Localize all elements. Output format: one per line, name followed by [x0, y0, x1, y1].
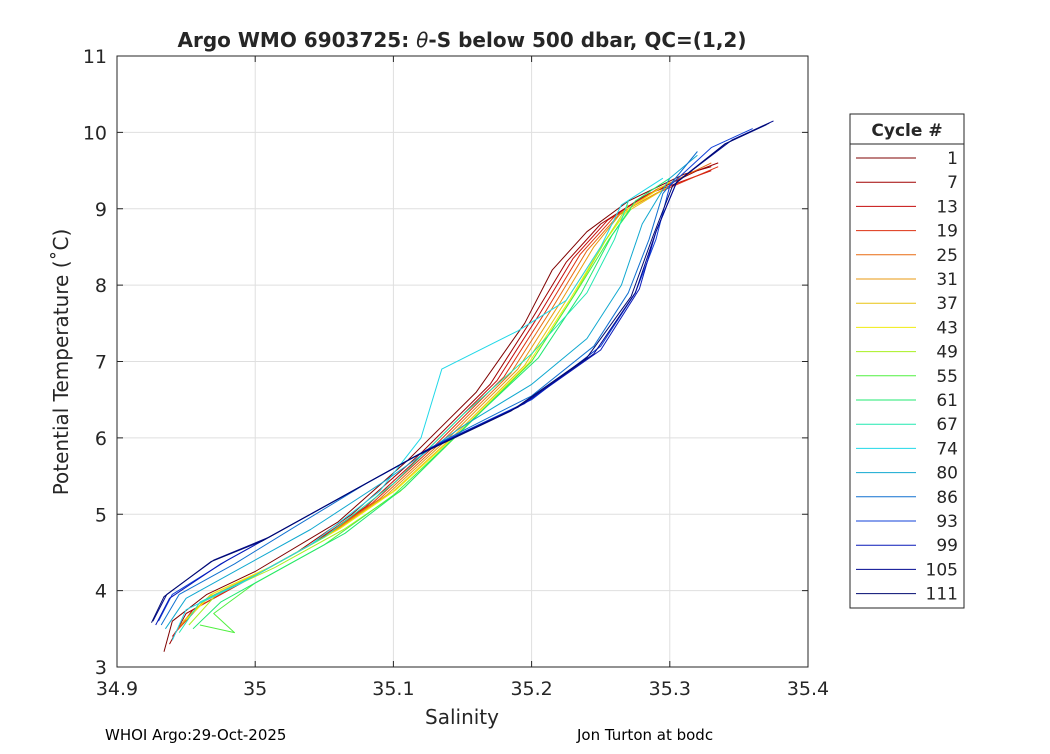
legend: Cycle # 1 7 13 19 25 31 37 43 49 55 61 67 74 80 86 93 99… [849, 113, 965, 609]
legend-entry-label: 67 [936, 415, 958, 435]
legend-entry-label: 43 [936, 318, 958, 338]
legend-entry-label: 80 [936, 464, 958, 484]
legend-entry-label: 74 [936, 439, 958, 459]
y-tick-label: 4 [95, 581, 107, 603]
title-prefix: Argo WMO 6903725: [178, 28, 417, 52]
legend-entry-label: 55 [936, 367, 958, 387]
legend-entry-label: 25 [936, 246, 958, 266]
y-axis-label: Potential Temperature (˚C) [49, 229, 73, 496]
x-tick-label: 35.3 [649, 678, 691, 700]
title-theta: θ [416, 28, 428, 52]
y-tick-label: 11 [83, 46, 107, 68]
legend-entry-label: 13 [936, 197, 958, 217]
title-suffix: -S below 500 dbar, QC=(1,2) [428, 28, 746, 52]
y-tick-label: 7 [95, 352, 107, 374]
x-tick-label: 35 [243, 678, 267, 700]
profile-line-9 [199, 208, 632, 634]
x-tick-label: 35.1 [372, 678, 414, 700]
legend-entry-label: 61 [936, 391, 958, 411]
legend-entry-label: 111 [926, 585, 958, 605]
legend-entry-label: 86 [936, 488, 958, 508]
x-tick-label: 35.2 [510, 678, 552, 700]
profile-line-14 [160, 151, 698, 626]
legend-box [849, 113, 965, 609]
x-axis-label: Salinity [425, 705, 499, 729]
legend-entry-label: 1 [947, 149, 958, 169]
y-tick-label: 10 [83, 122, 107, 144]
legend-entries: 1 7 13 19 25 31 37 43 49 55 61 67 74 80 86 93 99 105 111 [856, 149, 958, 605]
legend-entry-label: 19 [936, 222, 958, 242]
y-tick-label: 3 [95, 657, 107, 679]
legend-entry-label: 99 [936, 536, 958, 556]
profile-lines [151, 120, 774, 652]
y-tick-label: 9 [95, 199, 107, 221]
profile-line-12 [171, 177, 664, 641]
legend-title: Cycle # [871, 121, 942, 141]
legend-entry-label: 7 [947, 173, 958, 193]
chart-title: Argo WMO 6903725: θ-S below 500 dbar, QC… [178, 28, 747, 52]
y-tick-label: 6 [95, 428, 107, 450]
legend-entry-label: 31 [936, 270, 958, 290]
x-tick-label: 34.9 [96, 678, 138, 700]
profile-line-13 [164, 154, 698, 630]
legend-entry-label: 37 [936, 294, 958, 314]
legend-entry-label: 49 [936, 343, 958, 363]
y-tick-label: 8 [95, 275, 107, 297]
legend-entry-label: 105 [926, 560, 958, 580]
legend-entry-label: 93 [936, 512, 958, 532]
footer-left: WHOI Argo:29-Oct-2025 [105, 726, 287, 744]
footer-right: Jon Turton at bodc [577, 726, 714, 744]
y-tick-label: 5 [95, 504, 107, 526]
axis-ticks: 34.9 35 35.1 35.2 35.3 35.4 3 4 5 6 7 8 9 10 11 [83, 46, 829, 700]
x-tick-label: 35.4 [787, 678, 829, 700]
profile-line-18 [151, 122, 770, 623]
